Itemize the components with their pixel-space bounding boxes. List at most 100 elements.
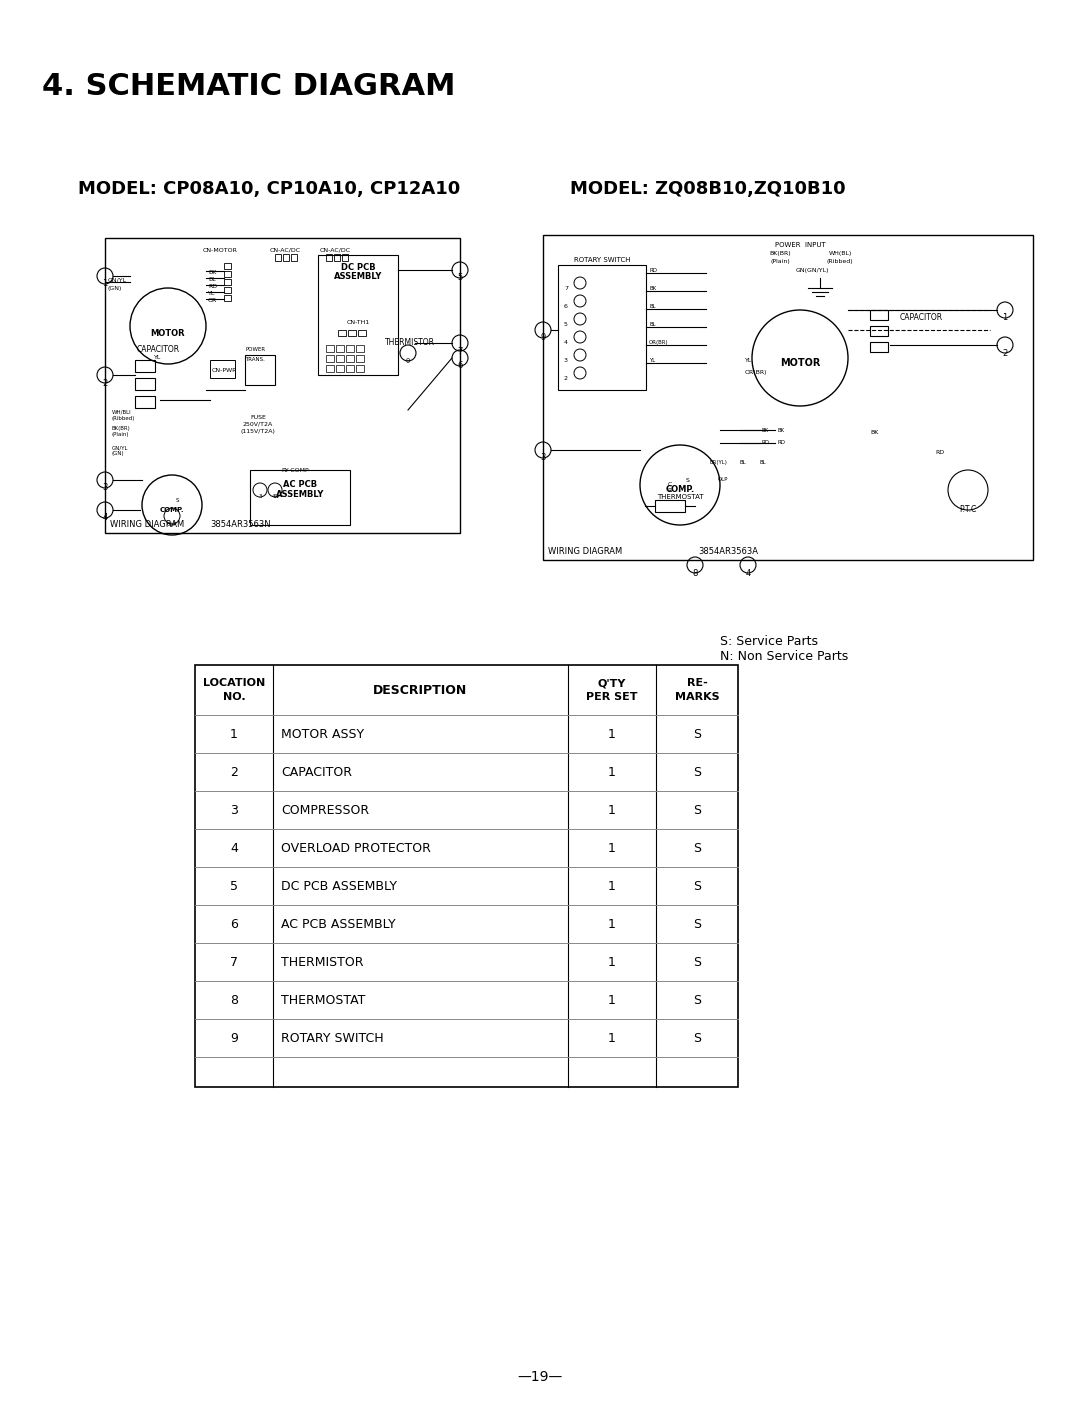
Text: PER SET: PER SET	[586, 693, 638, 702]
Text: DESCRIPTION: DESCRIPTION	[373, 683, 468, 697]
Bar	[135, 378, 156, 391]
Text: 6: 6	[457, 361, 462, 371]
Text: S: S	[693, 1031, 701, 1044]
Text: 3: 3	[103, 483, 108, 493]
Text: 6: 6	[564, 305, 568, 309]
Text: —19—: —19—	[517, 1370, 563, 1384]
Text: C: C	[667, 482, 672, 488]
Text: WIRING DIAGRAM: WIRING DIAGRAM	[110, 520, 185, 530]
Text: MODEL: CP08A10, CP10A10, CP12A10: MODEL: CP08A10, CP10A10, CP12A10	[78, 180, 460, 198]
Bar	[224, 295, 231, 301]
Text: 4: 4	[103, 513, 108, 523]
Text: (Ribbed): (Ribbed)	[112, 416, 135, 422]
Text: (Plain): (Plain)	[112, 431, 130, 437]
Text: 7: 7	[564, 287, 568, 291]
Text: POWER: POWER	[245, 347, 265, 353]
Text: YL: YL	[154, 355, 162, 360]
Text: LOCATION: LOCATION	[203, 679, 265, 688]
Bar	[357, 330, 366, 336]
Text: CN-TH1: CN-TH1	[347, 320, 369, 325]
Text: CN-AC/DC: CN-AC/DC	[269, 249, 300, 253]
Text: THERMOSTAT: THERMOSTAT	[657, 495, 703, 500]
Text: BL: BL	[649, 303, 656, 309]
Text: COMP.: COMP.	[160, 507, 185, 513]
Text: 3: 3	[258, 495, 261, 500]
Text: MARKS: MARKS	[675, 693, 719, 702]
Text: CAPACITOR: CAPACITOR	[136, 346, 179, 354]
Text: COMPRESSOR: COMPRESSOR	[281, 804, 369, 816]
Text: BR(YL): BR(YL)	[710, 459, 728, 465]
Text: DC PCB ASSEMBLY: DC PCB ASSEMBLY	[281, 880, 397, 892]
Bar	[135, 396, 156, 407]
Text: MODEL: ZQ08B10,ZQ10B10: MODEL: ZQ08B10,ZQ10B10	[570, 180, 846, 198]
Text: 3: 3	[540, 454, 545, 462]
Text: CAPACITOR: CAPACITOR	[281, 766, 352, 778]
Text: 2: 2	[564, 377, 568, 382]
Text: 2: 2	[103, 378, 108, 388]
Text: POWER  INPUT: POWER INPUT	[774, 242, 825, 249]
Text: 6: 6	[230, 917, 238, 930]
Text: THERMOSTAT: THERMOSTAT	[281, 993, 365, 1006]
Text: RD: RD	[777, 441, 785, 445]
Text: S: S	[175, 497, 179, 503]
Bar	[558, 266, 646, 391]
Text: N: Non Service Parts: N: Non Service Parts	[720, 651, 848, 663]
Bar	[543, 235, 1032, 561]
Text: WH(BL): WH(BL)	[828, 251, 852, 256]
Text: (Plain): (Plain)	[770, 259, 789, 264]
Text: THERMISTOR: THERMISTOR	[384, 339, 435, 347]
Bar	[342, 254, 348, 261]
Text: (GN): (GN)	[108, 287, 122, 291]
Text: (GN): (GN)	[112, 451, 124, 457]
Text: GN/YL: GN/YL	[108, 278, 127, 282]
Text: FUSE: FUSE	[251, 414, 266, 420]
Bar	[346, 355, 354, 362]
Bar	[654, 500, 685, 511]
Bar	[348, 330, 356, 336]
Text: ASSEMBLY: ASSEMBLY	[334, 273, 382, 281]
Text: S: S	[693, 766, 701, 778]
Bar	[356, 355, 364, 362]
Text: COMP.: COMP.	[665, 486, 694, 495]
Text: RD: RD	[208, 284, 217, 289]
Text: 4Ω: 4Ω	[271, 495, 279, 500]
Bar	[870, 311, 888, 320]
Text: CN-PWR: CN-PWR	[212, 368, 238, 372]
Text: RY-COMP: RY-COMP	[281, 468, 309, 473]
Text: OR: OR	[208, 298, 217, 303]
Text: 9: 9	[230, 1031, 238, 1044]
Text: 5: 5	[230, 880, 238, 892]
Text: GN/YL: GN/YL	[112, 445, 129, 450]
Text: 3854AR3563N: 3854AR3563N	[210, 520, 271, 530]
Text: P.T.C: P.T.C	[959, 506, 976, 514]
Text: 1: 1	[608, 1031, 616, 1044]
Text: BK: BK	[762, 427, 769, 433]
Text: YL: YL	[208, 291, 215, 296]
Text: 1: 1	[608, 955, 616, 968]
Text: S: S	[693, 728, 701, 740]
Bar	[318, 254, 399, 375]
Text: 8: 8	[230, 993, 238, 1006]
Text: S: S	[693, 955, 701, 968]
Bar	[870, 341, 888, 353]
Text: BK(BR): BK(BR)	[769, 251, 791, 256]
Text: 3854AR3563A: 3854AR3563A	[698, 547, 758, 556]
Text: 7: 7	[457, 347, 462, 355]
Bar	[245, 355, 275, 385]
Bar	[224, 271, 231, 277]
Text: DC PCB: DC PCB	[340, 263, 376, 273]
Text: 1: 1	[608, 917, 616, 930]
Bar	[195, 665, 738, 1087]
Text: CN-AC/DC: CN-AC/DC	[320, 249, 351, 253]
Text: 1: 1	[1002, 313, 1008, 323]
Text: S: S	[693, 880, 701, 892]
Bar	[336, 365, 345, 372]
Text: 1: 1	[608, 993, 616, 1006]
Text: S: S	[686, 478, 690, 482]
Bar	[224, 263, 231, 268]
Text: NO.: NO.	[222, 693, 245, 702]
Bar	[346, 365, 354, 372]
Text: 3: 3	[230, 804, 238, 816]
Bar	[326, 346, 334, 353]
Text: 4: 4	[564, 340, 568, 346]
